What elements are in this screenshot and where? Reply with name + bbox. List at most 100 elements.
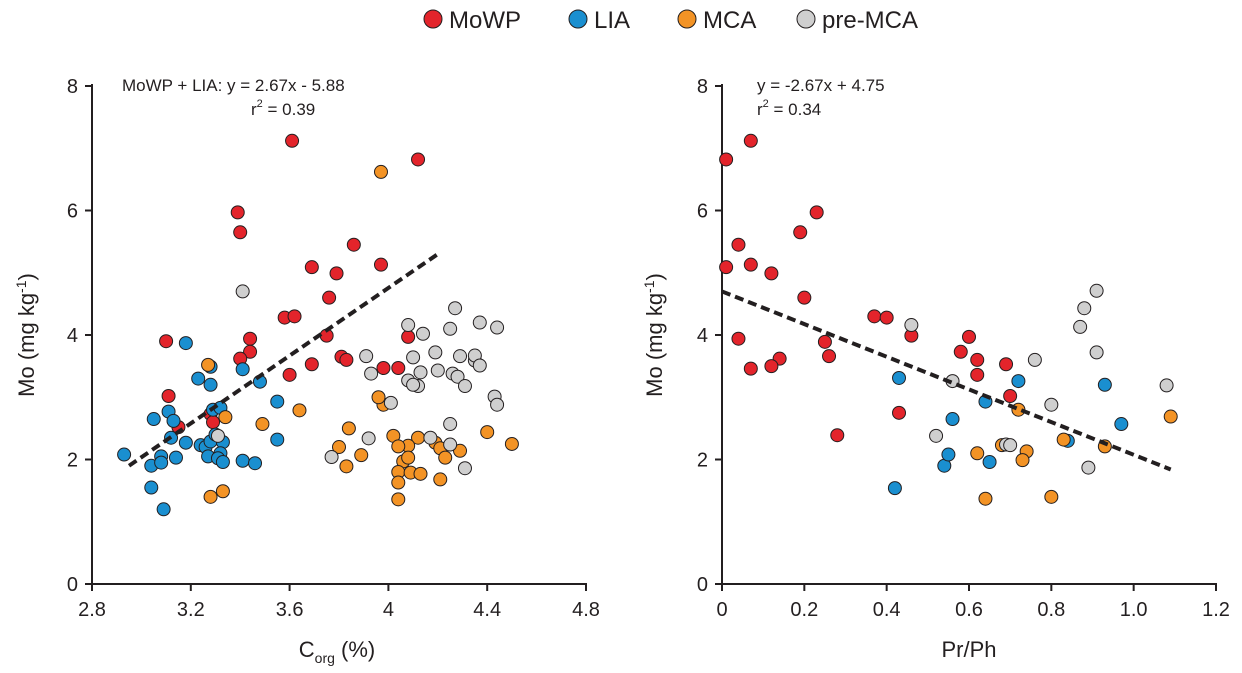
point-lia [887,481,902,496]
point-lia [166,413,181,428]
x-tick-label-right: 0 [716,599,727,621]
point-pre-mca [443,417,458,432]
x-tick-label-left: 4.4 [473,599,501,621]
point-mowp [285,133,300,148]
legend-item-pre-mca: pre-MCA [796,7,918,34]
point-pre-mca [1073,319,1088,334]
point-mowp [764,266,779,281]
point-lia [178,435,193,450]
point-pre-mca [443,321,458,336]
y-tick-label-left: 2 [67,450,78,472]
y-tick-label-right: 0 [697,574,708,596]
point-mca [341,421,356,436]
point-pre-mca [1044,397,1059,412]
point-pre-mca [364,366,379,381]
point-mca [433,472,448,487]
point-pre-mca [406,350,421,365]
point-mca [339,459,354,474]
series-mowp-left [159,133,426,435]
point-pre-mca [453,349,468,364]
point-mowp [719,152,734,167]
y-axis-title-left: Mo (mg kg-1) [13,273,39,397]
point-mowp [401,329,416,344]
point-pre-mca [904,318,919,333]
series-mca-left [201,164,519,507]
point-mowp [743,257,758,272]
point-mca [371,390,386,405]
point-pre-mca [413,365,428,380]
point-mowp [953,344,968,359]
point-mowp [304,260,319,275]
annotation-left-r2: r2 = 0.39 [251,98,315,119]
x-tick-label-right: 0.2 [790,599,818,621]
series-pre-mca-right [904,283,1174,475]
point-lia [146,412,161,427]
series-mowp-right [719,133,1018,443]
point-mowp [719,260,734,275]
point-pre-mca [929,428,944,443]
point-mca [391,439,406,454]
point-lia [117,447,132,462]
point-lia [1114,417,1129,432]
point-pre-mca [428,345,443,360]
point-mowp [743,133,758,148]
legend-label-pre-mca: pre-MCA [822,7,918,34]
point-lia [168,450,183,465]
point-lia [154,455,169,470]
point-mowp [376,360,391,375]
point-mowp [243,331,258,346]
point-mowp [879,310,894,325]
point-mca [978,491,993,506]
y-tick-label-left: 8 [67,76,78,98]
point-lia [156,502,171,517]
point-pre-mca [324,450,339,465]
legend-marker-pre-mca [796,9,816,29]
legend-item-lia: LIA [568,7,630,34]
point-pre-mca [457,461,472,476]
point-mca [413,466,428,481]
point-mowp [793,225,808,240]
point-lia [1097,377,1112,392]
series-lia-right [887,370,1129,496]
point-mowp [346,237,361,252]
point-lia [215,454,230,469]
point-lia [235,362,250,377]
point-mca [1044,489,1059,504]
x-tick-label-right: 1.2 [1202,599,1230,621]
point-pre-mca [457,379,472,394]
x-tick-label-right: 0.4 [873,599,901,621]
point-mowp [970,367,985,382]
legend-marker-mca [677,9,697,29]
legend-item-mca: MCA [677,7,756,34]
point-pre-mca [448,301,463,316]
point-pre-mca [1089,283,1104,298]
point-pre-mca [423,430,438,445]
legend-label-mca: MCA [703,7,756,34]
point-pre-mca [406,377,421,392]
point-pre-mca [490,320,505,335]
panel-left-corg: MoWP + LIA: y = 2.67x - 5.88 r2 = 0.39 C… [13,76,600,666]
point-pre-mca [415,326,430,341]
point-lia [941,447,956,462]
point-mowp [809,205,824,220]
point-mowp [892,405,907,420]
x-tick-label-left: 4 [383,599,394,621]
point-mca [401,450,416,465]
point-pre-mca [430,363,445,378]
point-mca [218,410,233,425]
point-mowp [161,389,176,404]
y-tick-label-left: 0 [67,574,78,596]
x-tick-label-left: 3.2 [177,599,205,621]
x-tick-label-left: 3.6 [276,599,304,621]
legend-label-mowp: MoWP [449,7,521,34]
point-mowp [970,352,985,367]
legend-item-mowp: MoWP [423,7,521,34]
point-pre-mca [443,437,458,452]
point-mowp [373,257,388,272]
point-mowp [159,334,174,349]
point-mca [1163,409,1178,424]
point-mca [1015,453,1030,468]
point-pre-mca [490,397,505,412]
point-mca [215,484,230,499]
